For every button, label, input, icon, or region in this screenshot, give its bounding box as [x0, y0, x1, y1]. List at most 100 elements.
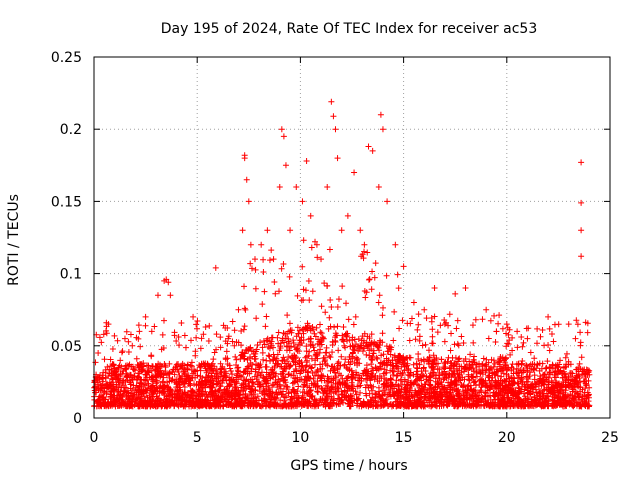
- data-point: [200, 388, 207, 395]
- data-point: [142, 377, 149, 384]
- data-point: [173, 379, 180, 386]
- data-point: [524, 378, 531, 385]
- data-point: [499, 379, 506, 386]
- data-point: [188, 337, 195, 344]
- data-point: [318, 303, 325, 310]
- data-point: [178, 320, 185, 327]
- data-point: [424, 387, 431, 394]
- data-point: [276, 288, 283, 295]
- data-point: [121, 384, 128, 391]
- data-point: [217, 383, 224, 390]
- data-point: [124, 374, 131, 381]
- data-point: [332, 339, 339, 346]
- data-point: [294, 345, 301, 352]
- data-point: [142, 313, 149, 320]
- data-point: [430, 369, 437, 376]
- data-point: [347, 402, 354, 409]
- data-point: [322, 397, 329, 404]
- data-point: [551, 371, 558, 378]
- data-point: [383, 362, 390, 369]
- data-point: [449, 354, 456, 361]
- data-point: [205, 338, 212, 345]
- data-point: [390, 391, 397, 398]
- data-point: [205, 402, 212, 409]
- data-point: [383, 272, 390, 279]
- data-point: [214, 380, 221, 387]
- data-point: [311, 361, 318, 368]
- data-point: [455, 342, 462, 349]
- data-point: [296, 358, 303, 365]
- data-point: [372, 260, 379, 267]
- data-point: [542, 365, 549, 372]
- data-point: [243, 395, 250, 402]
- data-point: [260, 356, 267, 363]
- data-point: [485, 374, 492, 381]
- data-point: [386, 345, 393, 352]
- data-point: [233, 339, 240, 346]
- data-point: [578, 253, 585, 260]
- data-point: [254, 393, 261, 400]
- data-point: [581, 392, 588, 399]
- data-point: [413, 371, 420, 378]
- data-point: [251, 373, 258, 380]
- data-point: [479, 316, 486, 323]
- data-point: [480, 355, 487, 362]
- data-point: [316, 399, 323, 406]
- data-point: [458, 333, 465, 340]
- data-point: [523, 373, 530, 380]
- data-point: [442, 393, 449, 400]
- data-point: [174, 391, 181, 398]
- data-point: [198, 335, 205, 342]
- data-point: [505, 382, 512, 389]
- data-point: [365, 143, 372, 150]
- data-point: [320, 401, 327, 408]
- data-point: [445, 370, 452, 377]
- data-point: [112, 376, 119, 383]
- data-point: [111, 398, 118, 405]
- data-point: [233, 356, 240, 363]
- data-point: [495, 320, 502, 327]
- data-point: [469, 390, 476, 397]
- data-point: [356, 374, 363, 381]
- data-point: [136, 402, 143, 409]
- data-point: [334, 155, 341, 162]
- data-point: [435, 381, 442, 388]
- data-point: [404, 362, 411, 369]
- data-point: [441, 360, 448, 367]
- data-point: [396, 325, 403, 332]
- data-point: [310, 375, 317, 382]
- data-point: [422, 341, 429, 348]
- data-point: [262, 323, 269, 330]
- data-point: [369, 147, 376, 154]
- data-point: [585, 392, 592, 399]
- data-point: [390, 401, 397, 408]
- data-point: [442, 359, 449, 366]
- data-point: [499, 325, 506, 332]
- data-point: [400, 401, 407, 408]
- data-point: [423, 315, 430, 322]
- data-point: [209, 387, 216, 394]
- data-point: [447, 389, 454, 396]
- data-point: [291, 379, 298, 386]
- data-point: [148, 401, 155, 408]
- data-point: [408, 403, 415, 410]
- data-point: [495, 403, 502, 410]
- data-point: [524, 335, 531, 342]
- data-point: [410, 299, 417, 306]
- data-point: [531, 367, 538, 374]
- data-point: [531, 383, 538, 390]
- data-point: [329, 349, 336, 356]
- data-point: [359, 251, 366, 258]
- data-point: [443, 401, 450, 408]
- data-point: [284, 330, 291, 337]
- data-point: [563, 350, 570, 357]
- data-point: [270, 401, 277, 408]
- data-point: [173, 384, 180, 391]
- data-point: [177, 374, 184, 381]
- data-point: [314, 340, 321, 347]
- data-point: [428, 385, 435, 392]
- data-point: [546, 364, 553, 371]
- data-point: [570, 383, 577, 390]
- data-point: [557, 401, 564, 408]
- data-point: [529, 360, 536, 367]
